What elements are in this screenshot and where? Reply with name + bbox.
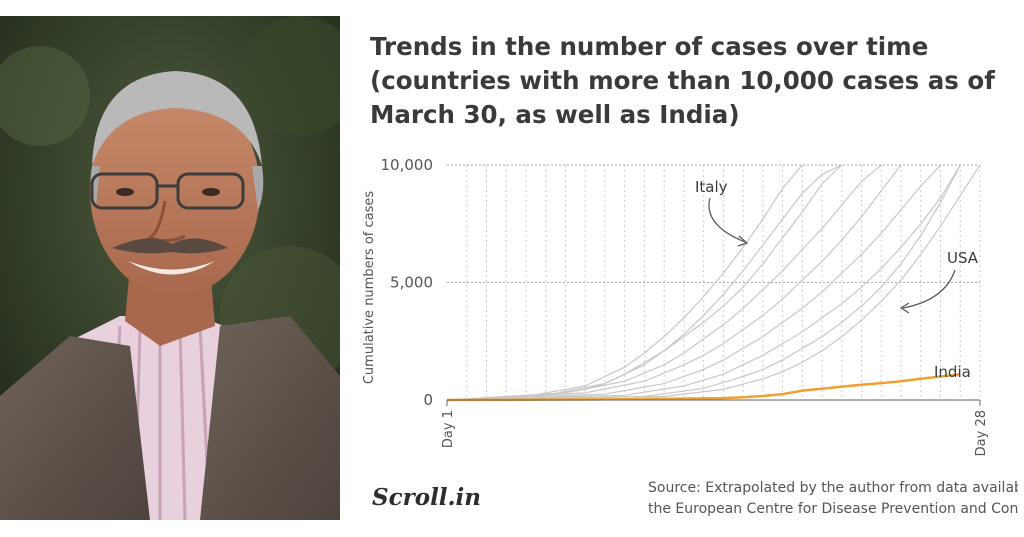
annotation-arrow-usa [902,269,956,309]
series-line-country [447,165,902,401]
portrait-icon [0,16,340,520]
annotation-italy: Italy [695,178,728,196]
series-line-country [447,165,803,401]
y-axis-label: Cumulative numbers of cases [362,191,377,385]
series-line-country [447,165,980,401]
chart-annotations: Italy USA India [695,178,979,381]
chart-title-line-3: March 30, as well as India) [370,100,740,129]
chart-title: Trends in the number of cases over time … [370,30,1020,132]
source-line-2: the European Centre for Disease Preventi… [648,501,1018,517]
annotation-india: India [934,363,971,381]
annotation-arrowhead-italy [737,235,749,247]
y-tick-label: 0 [423,391,433,409]
series-line-india [447,372,961,402]
y-tick-label: 5,000 [390,274,433,292]
line-chart: 0 5,000 10,000 Day 1 Day 28 Cumulative numbe… [362,156,990,456]
brand-logo: Scroll.in [372,484,482,511]
chart-title-line-2: (countries with more than 10,000 cases a… [370,66,995,95]
series-line-country [447,165,882,401]
source-note: Source: Extrapolated by the author from … [648,478,1018,520]
x-tick-label: Day 1 [441,410,456,448]
annotation-arrow-italy [708,197,746,243]
source-line-1: Source: Extrapolated by the author from … [648,480,1018,496]
chart-grid [447,164,981,400]
chart-series-group [447,165,980,402]
annotation-usa: USA [947,249,979,267]
series-line-country [447,165,843,401]
chart-axes: 0 5,000 10,000 Day 1 Day 28 [381,156,990,456]
series-line-country [447,165,941,401]
portrait-photo [0,16,340,520]
series-line-country [447,165,961,401]
chart-title-line-1: Trends in the number of cases over time [370,32,929,61]
x-tick-label: Day 28 [974,410,989,456]
series-line-country [447,165,961,401]
annotation-arrowhead-usa [899,302,910,314]
y-tick-label: 10,000 [381,156,434,174]
